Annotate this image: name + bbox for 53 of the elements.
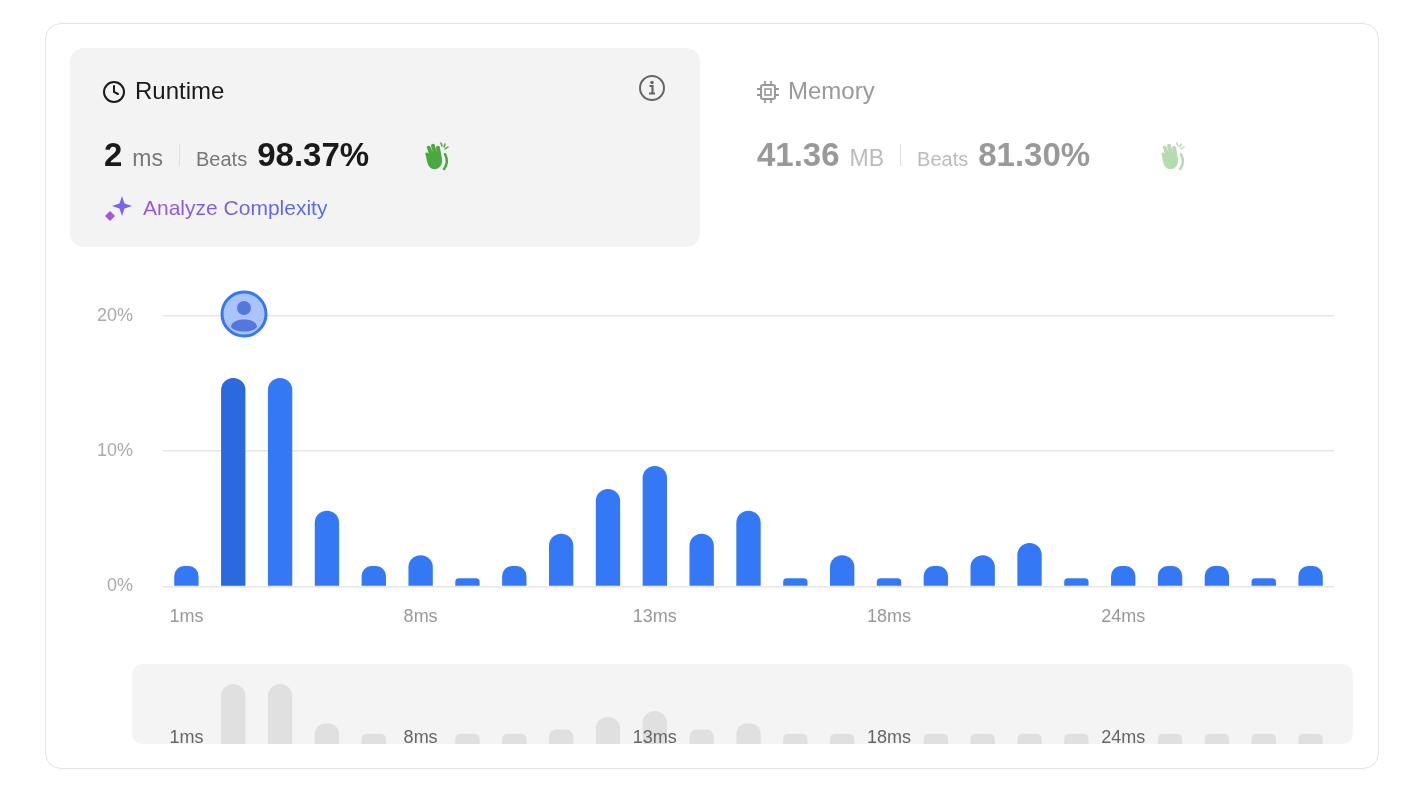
bar	[1298, 733, 1323, 744]
bar	[642, 465, 667, 586]
text: ms	[132, 145, 164, 172]
text: MB	[849, 145, 885, 172]
bar	[830, 733, 855, 744]
bar	[783, 733, 808, 744]
bar	[1157, 733, 1183, 744]
bar	[548, 533, 574, 586]
bar	[455, 733, 480, 744]
text: Runtime	[135, 77, 225, 105]
text: 98.37%	[257, 136, 370, 174]
x-tick-label: 24ms	[1101, 727, 1146, 747]
bar	[1204, 733, 1230, 744]
bar	[1064, 733, 1089, 744]
bar	[502, 733, 527, 744]
bar	[595, 488, 621, 586]
text: Memory	[788, 77, 875, 105]
y-tick-label: 20%	[96, 304, 133, 325]
x-tick-label: 8ms	[403, 727, 438, 747]
x-tick-label: 13ms	[632, 606, 677, 627]
bar	[221, 684, 246, 744]
bar	[267, 684, 293, 744]
bar	[361, 733, 386, 744]
bar	[455, 578, 480, 586]
x-tick-label: 18ms	[867, 606, 912, 627]
x-tick-label: 1ms	[169, 727, 204, 747]
y-tick-label: 0%	[106, 575, 133, 596]
x-tick-label: 13ms	[632, 727, 677, 747]
bar	[1017, 733, 1042, 744]
bar	[1017, 543, 1042, 586]
bar	[736, 510, 761, 586]
text: Beats	[917, 148, 969, 171]
bar	[876, 578, 902, 586]
text: Analyze Complexity	[143, 196, 328, 220]
x-tick-label: 18ms	[867, 727, 912, 747]
bar	[970, 733, 995, 744]
bar	[221, 378, 246, 586]
bar	[783, 578, 808, 586]
bar	[1064, 578, 1089, 586]
bar	[689, 533, 714, 586]
x-tick-label: 8ms	[403, 606, 438, 627]
text: 81.30%	[978, 136, 1091, 174]
bar	[923, 733, 949, 744]
bar	[1251, 733, 1276, 744]
bar	[267, 378, 293, 586]
bar	[1251, 578, 1276, 586]
x-tick-label: 1ms	[169, 606, 204, 627]
text: 41.36	[757, 136, 840, 174]
text: Beats	[196, 148, 248, 171]
bar	[314, 510, 340, 586]
y-tick-label: 10%	[96, 440, 133, 461]
x-tick-label: 24ms	[1101, 606, 1146, 627]
text: 2	[104, 136, 123, 174]
